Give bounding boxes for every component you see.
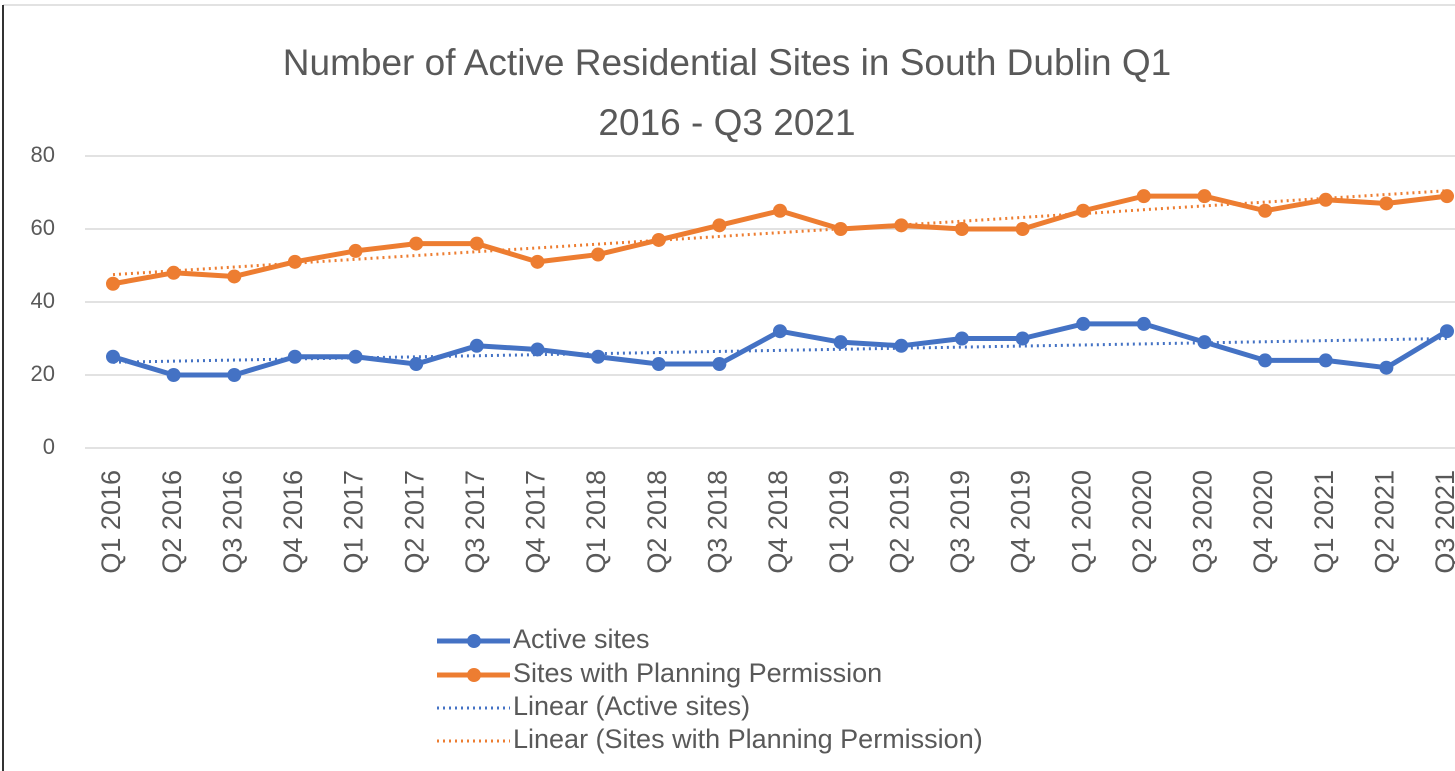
- legend-label: Linear (Active sites): [513, 691, 750, 721]
- data-point: [348, 243, 363, 258]
- x-tick-label: Q2 2018: [642, 470, 672, 574]
- x-tick-label: Q1 2021: [1309, 470, 1339, 574]
- data-point: [106, 349, 120, 364]
- data-point: [1136, 316, 1151, 331]
- data-point: [1440, 324, 1454, 339]
- data-point: [833, 222, 848, 236]
- data-point: [287, 349, 302, 364]
- data-point: [469, 236, 484, 251]
- data-point: [591, 349, 606, 364]
- x-tick-label: Q4 2017: [521, 470, 551, 574]
- data-point: [1136, 189, 1151, 204]
- legend-label: Sites with Planning Permission: [513, 658, 882, 688]
- x-tick-label: Q1 2017: [339, 470, 369, 574]
- data-point: [1258, 203, 1273, 218]
- legend-marker: [467, 634, 481, 648]
- x-tick-label: Q1 2020: [1066, 470, 1096, 574]
- data-point: [166, 265, 181, 280]
- trendline: [112, 189, 1448, 277]
- data-point: [651, 357, 666, 372]
- x-tick-label: Q3 2021: [1430, 470, 1455, 574]
- x-tick-label: Q4 2016: [278, 470, 308, 574]
- data-point: [1379, 196, 1394, 211]
- data-point: [1318, 192, 1333, 207]
- x-tick-label: Q4 2018: [763, 470, 793, 574]
- x-tick-label: Q3 2017: [460, 470, 490, 574]
- data-point: [166, 368, 181, 382]
- data-point: [106, 276, 120, 291]
- x-tick-label: Q2 2017: [399, 470, 429, 574]
- data-point: [894, 338, 909, 353]
- data-point: [773, 324, 787, 339]
- x-tick-label: Q3 2020: [1188, 470, 1218, 574]
- data-point: [954, 331, 969, 346]
- data-point: [712, 218, 727, 233]
- x-tick-label: Q4 2019: [1006, 470, 1036, 574]
- data-point: [227, 269, 242, 284]
- data-point: [348, 349, 363, 364]
- x-tick-label: Q4 2020: [1248, 470, 1278, 574]
- data-point: [530, 254, 545, 269]
- chart-title: 2016 - Q3 2021: [598, 102, 855, 143]
- data-point: [1197, 335, 1212, 350]
- data-point: [591, 247, 606, 262]
- y-tick-label: 60: [31, 215, 55, 240]
- y-tick-label: 80: [31, 142, 55, 167]
- x-tick-label: Q1 2018: [581, 470, 611, 574]
- data-point: [1076, 316, 1091, 331]
- data-point: [409, 357, 424, 372]
- data-point: [954, 222, 969, 236]
- y-tick-label: 0: [43, 434, 55, 459]
- data-point: [1197, 189, 1212, 204]
- data-point: [773, 203, 787, 218]
- data-point: [1440, 189, 1454, 204]
- x-tick-label: Q1 2016: [96, 470, 126, 574]
- x-tick-label: Q2 2021: [1369, 470, 1399, 574]
- data-point: [1015, 222, 1030, 236]
- data-point: [1258, 353, 1273, 368]
- x-tick-label: Q3 2019: [945, 470, 975, 574]
- chart-title: Number of Active Residential Sites in So…: [283, 42, 1171, 83]
- data-point: [530, 342, 545, 357]
- x-tick-label: Q3 2016: [217, 470, 247, 574]
- x-tick-label: Q3 2018: [702, 470, 732, 574]
- data-point: [1015, 331, 1030, 346]
- data-point: [833, 335, 848, 350]
- data-point: [409, 236, 424, 251]
- x-tick-label: Q2 2019: [884, 470, 914, 574]
- legend-label: Active sites: [513, 624, 650, 654]
- data-point: [712, 357, 727, 372]
- data-point: [469, 338, 484, 353]
- x-tick-label: Q2 2016: [157, 470, 187, 574]
- data-point: [1379, 360, 1394, 375]
- data-point: [287, 254, 302, 269]
- data-point: [894, 218, 909, 233]
- y-tick-label: 40: [31, 288, 55, 313]
- data-point: [651, 232, 666, 247]
- legend-label: Linear (Sites with Planning Permission): [513, 724, 983, 754]
- data-point: [227, 368, 242, 382]
- x-tick-label: Q2 2020: [1127, 470, 1157, 574]
- legend-marker: [467, 668, 481, 682]
- data-point: [1076, 203, 1091, 218]
- data-point: [1318, 353, 1333, 368]
- x-tick-label: Q1 2019: [824, 470, 854, 574]
- y-tick-label: 20: [31, 361, 55, 386]
